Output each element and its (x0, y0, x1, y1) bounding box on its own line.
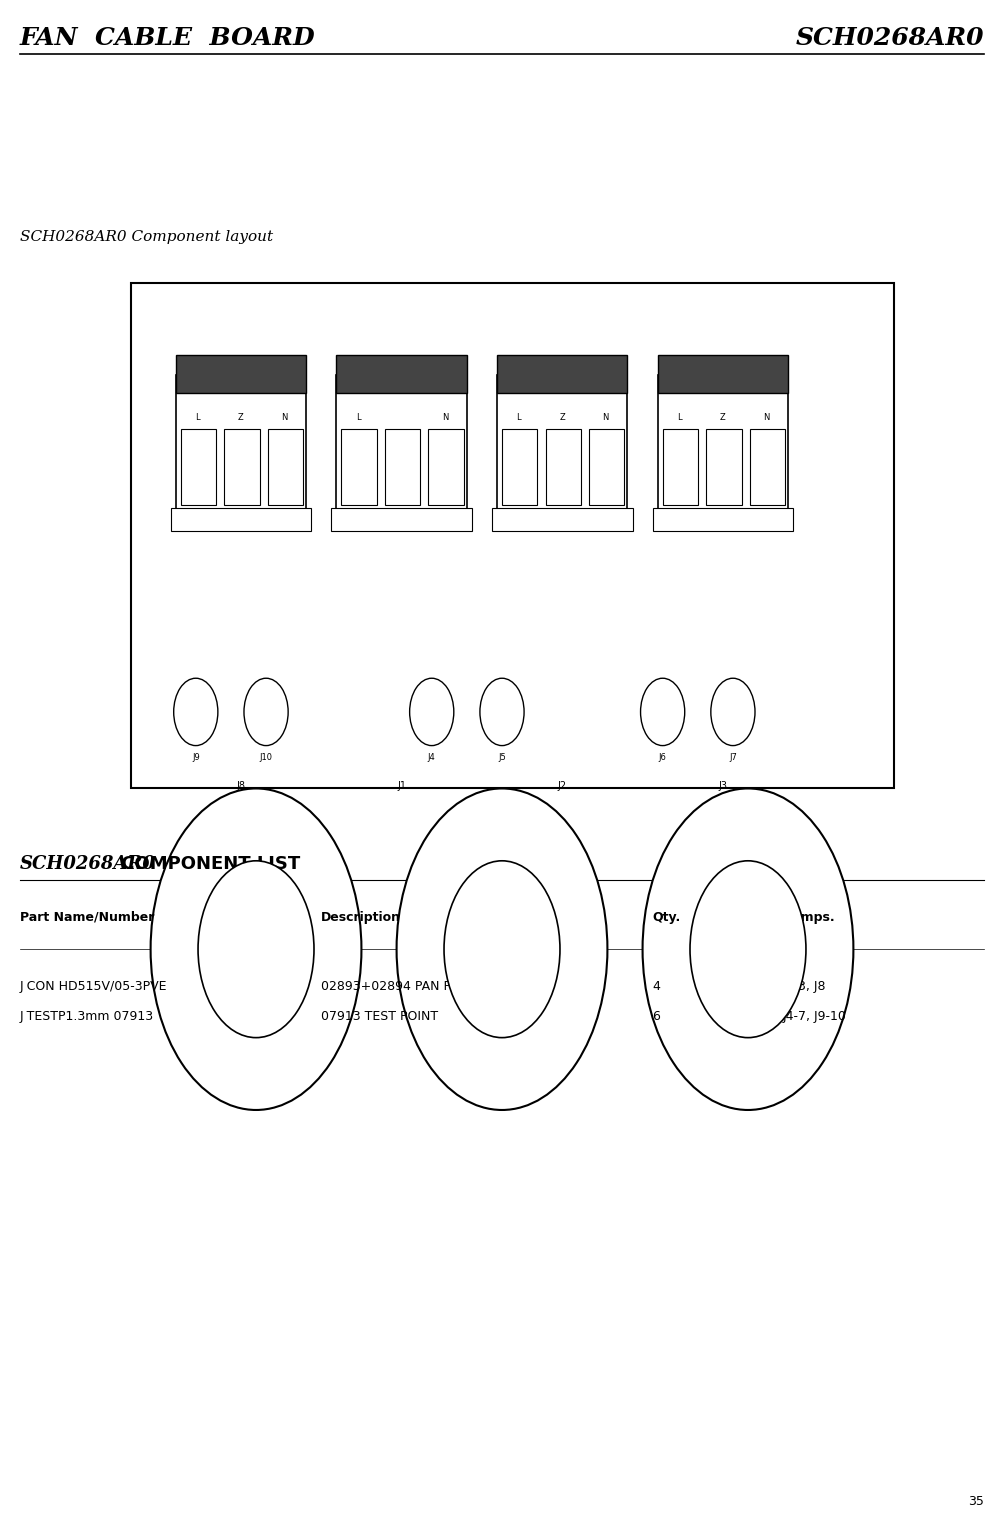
Text: L: L (516, 413, 521, 423)
Bar (181, 429, 216, 505)
Bar (384, 429, 420, 505)
Text: L: L (355, 413, 360, 423)
Circle shape (396, 788, 607, 1110)
Text: Qty.: Qty. (652, 911, 680, 923)
Bar (657, 355, 787, 393)
Text: J1-3, J8: J1-3, J8 (782, 980, 825, 992)
Bar (331, 508, 471, 531)
Circle shape (443, 860, 560, 1038)
Text: L: L (195, 413, 200, 423)
Bar (496, 355, 627, 393)
Bar (705, 429, 741, 505)
Bar (428, 429, 463, 505)
Bar (171, 508, 311, 531)
Bar (749, 429, 784, 505)
Text: SCH0268AR0 Component layout: SCH0268AR0 Component layout (20, 230, 273, 245)
Text: J CON HD515V/05-3PVE: J CON HD515V/05-3PVE (20, 980, 168, 992)
Text: Description: Description (321, 911, 401, 923)
Bar (657, 375, 787, 513)
Text: J4-7, J9-10: J4-7, J9-10 (782, 1010, 847, 1023)
Circle shape (198, 860, 314, 1038)
Circle shape (244, 678, 288, 746)
Text: N: N (762, 413, 769, 423)
Text: J10: J10 (260, 753, 272, 762)
Text: J2: J2 (557, 781, 567, 792)
Text: J TESTP1.3mm 07913: J TESTP1.3mm 07913 (20, 1010, 154, 1023)
Text: SCH0268AR0: SCH0268AR0 (20, 854, 155, 873)
Circle shape (640, 678, 684, 746)
Bar (176, 355, 306, 393)
Circle shape (689, 860, 805, 1038)
Text: J9: J9 (192, 753, 200, 762)
Text: L: L (676, 413, 681, 423)
Bar (224, 429, 260, 505)
Text: J1: J1 (397, 781, 405, 792)
Text: COMPONENT LIST: COMPONENT LIST (115, 854, 301, 873)
Text: 02893+02894 PAN PCB CONNECTOR: 02893+02894 PAN PCB CONNECTOR (321, 980, 553, 992)
Text: N: N (602, 413, 609, 423)
Text: Z: Z (238, 413, 244, 423)
Bar (336, 375, 466, 513)
Circle shape (479, 678, 524, 746)
Text: FAN  CABLE  BOARD: FAN CABLE BOARD (20, 26, 315, 51)
Text: Z: Z (719, 413, 725, 423)
Text: 35: 35 (967, 1496, 983, 1508)
Circle shape (174, 678, 218, 746)
Bar (130, 283, 893, 788)
Text: SCH0268AR0: SCH0268AR0 (794, 26, 983, 51)
Text: 4: 4 (652, 980, 660, 992)
Bar (341, 429, 376, 505)
Circle shape (409, 678, 453, 746)
Text: J4: J4 (427, 753, 435, 762)
Bar (496, 375, 627, 513)
Text: J5: J5 (497, 753, 506, 762)
Circle shape (642, 788, 853, 1110)
Text: J3: J3 (718, 781, 726, 792)
Circle shape (150, 788, 361, 1110)
Text: J8: J8 (237, 781, 245, 792)
Text: N: N (441, 413, 448, 423)
Bar (662, 429, 697, 505)
Bar (491, 508, 632, 531)
Text: J6: J6 (658, 753, 666, 762)
Bar (336, 355, 466, 393)
Text: Z: Z (559, 413, 565, 423)
Bar (589, 429, 624, 505)
Text: Comps.: Comps. (782, 911, 833, 923)
Bar (652, 508, 792, 531)
Text: J7: J7 (728, 753, 736, 762)
Text: Part Name/Number: Part Name/Number (20, 911, 154, 923)
Bar (268, 429, 303, 505)
Bar (176, 375, 306, 513)
Text: 6: 6 (652, 1010, 660, 1023)
Text: 07913 TEST POINT: 07913 TEST POINT (321, 1010, 438, 1023)
Bar (545, 429, 581, 505)
Text: N: N (281, 413, 288, 423)
Bar (502, 429, 537, 505)
Circle shape (710, 678, 754, 746)
